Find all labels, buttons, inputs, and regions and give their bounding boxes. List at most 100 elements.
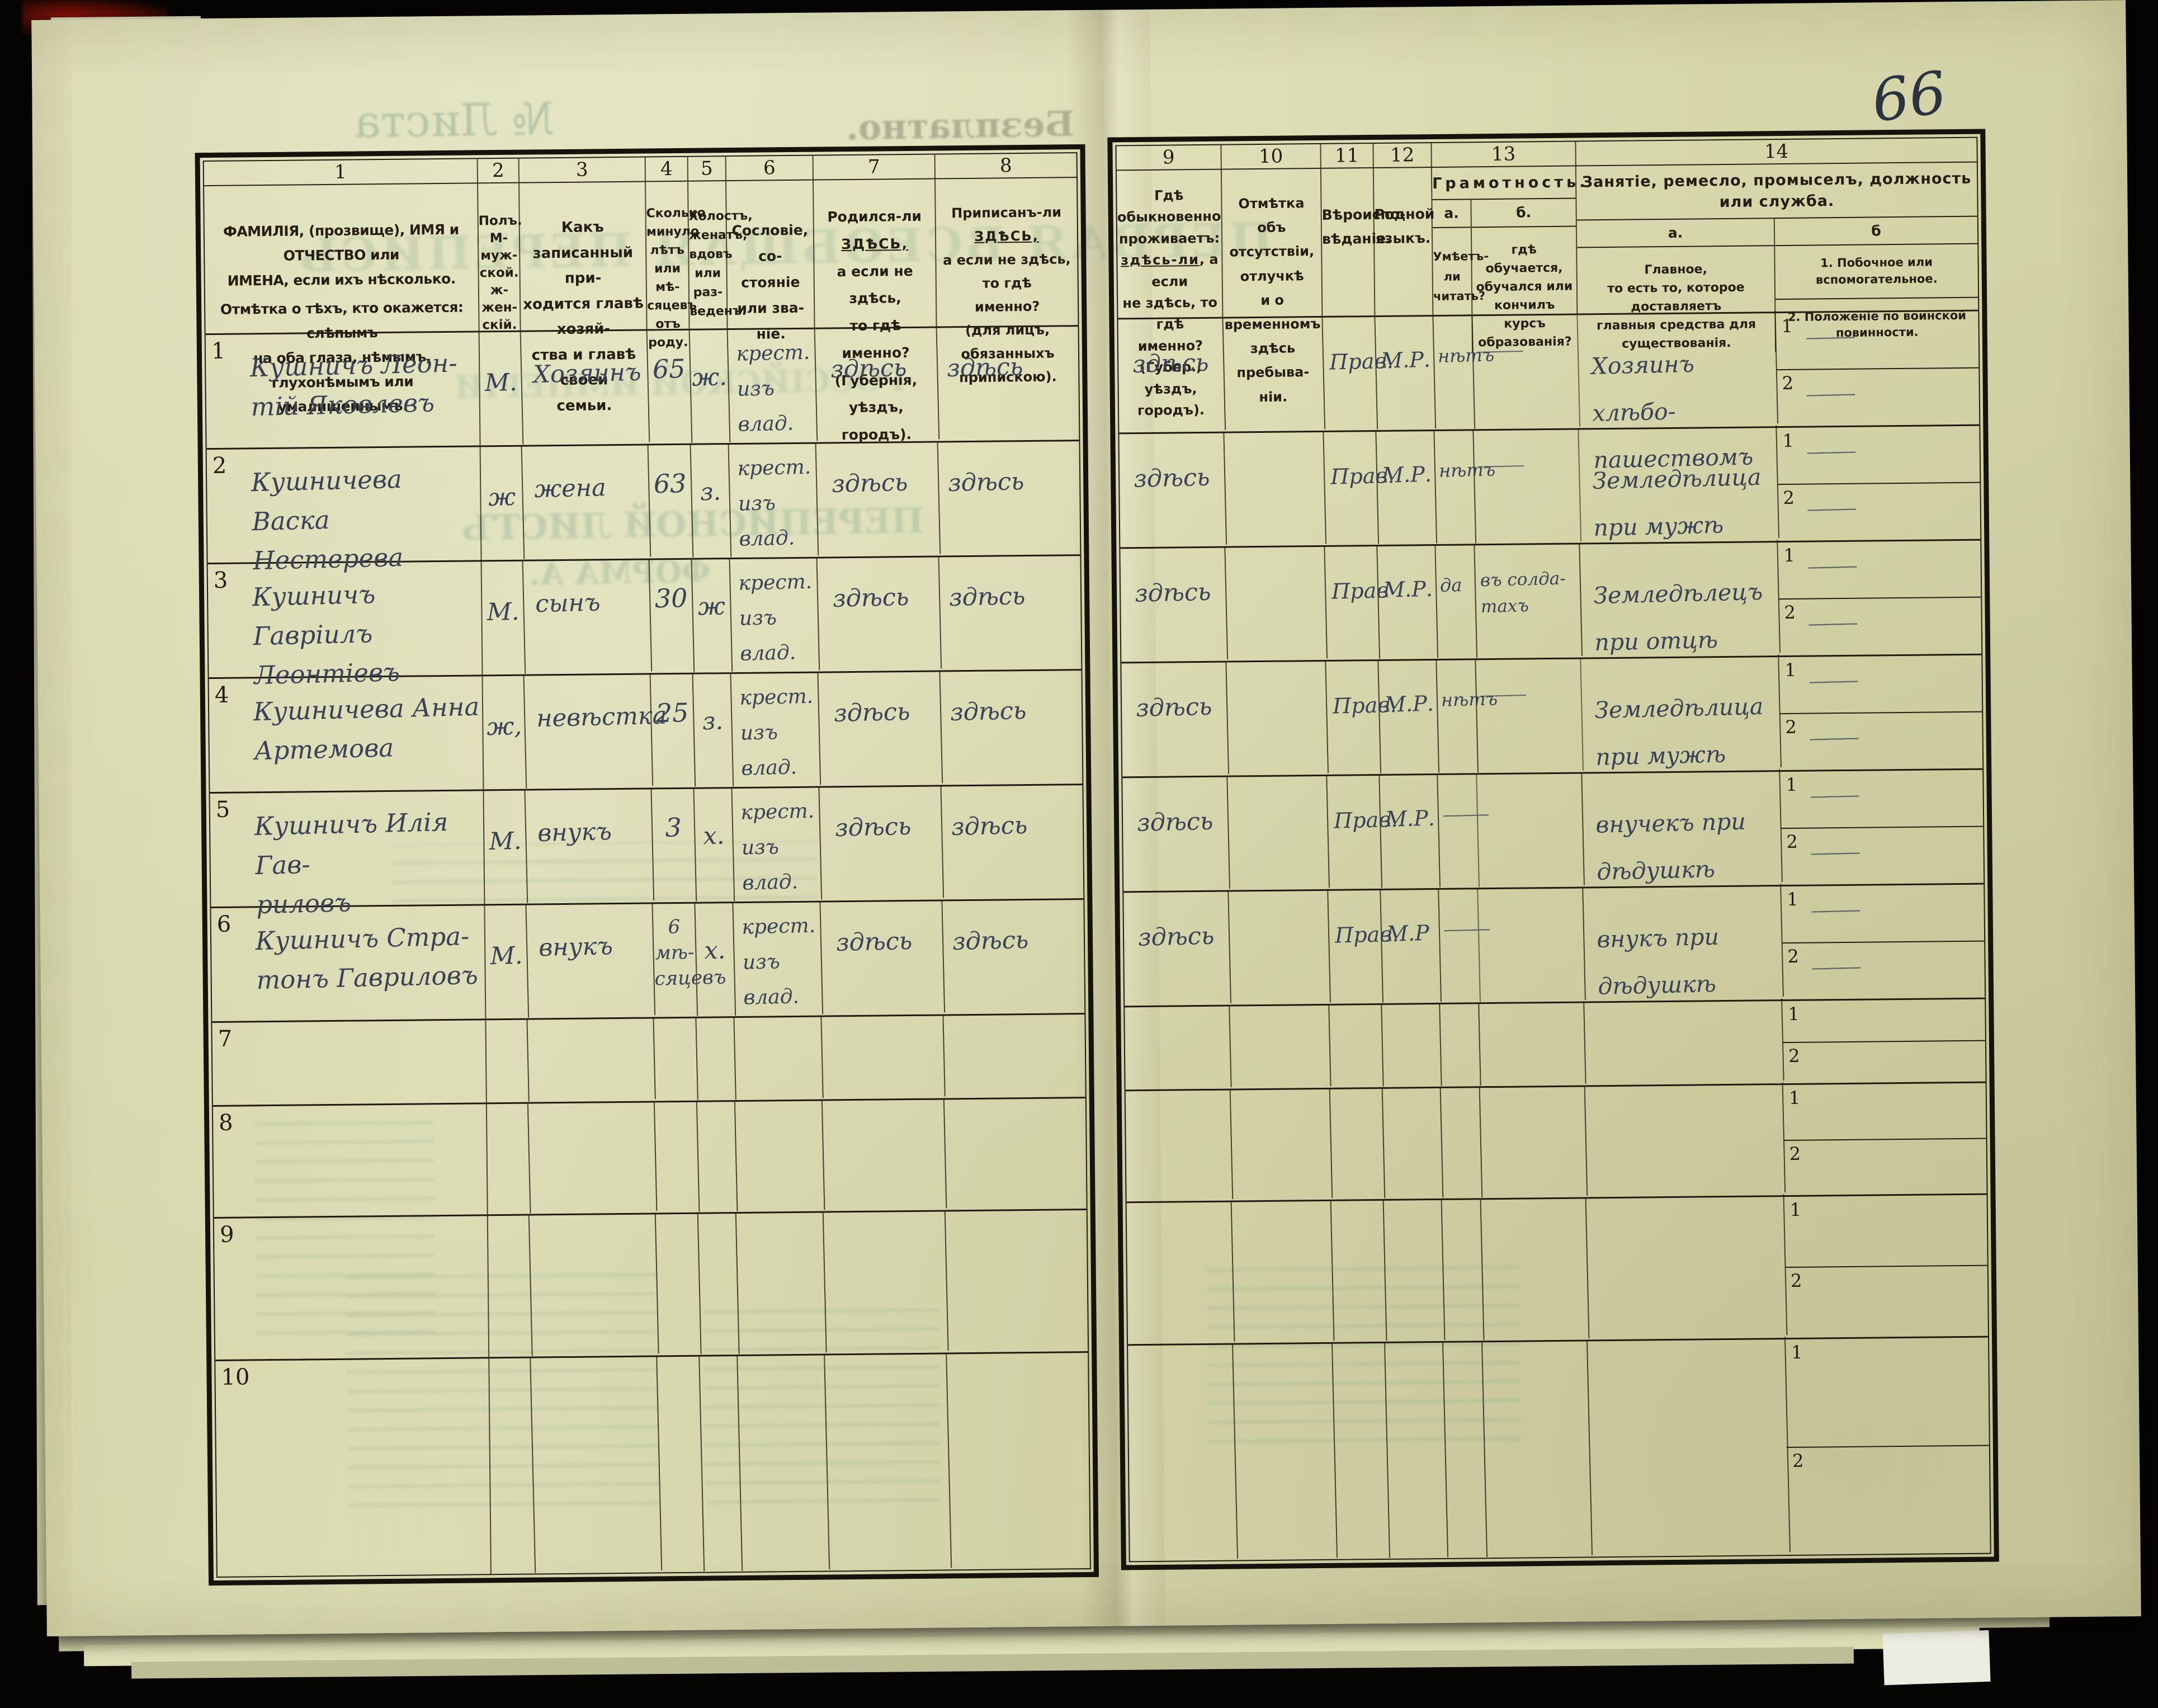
header-occupation: Занятіе, ремесло, промыселъ, должность и… — [1576, 162, 1978, 354]
relation-cell: жена — [522, 443, 651, 560]
side-occupation-sub: 1 — [1782, 999, 1985, 1043]
born-here-cell — [822, 1098, 947, 1211]
age-cell — [654, 1101, 700, 1213]
sex-cell: М. — [481, 560, 526, 675]
relation-cell: сынъ — [523, 558, 653, 674]
header-absence: Отмѣтка объ отсутствіи, отлучкѣ и о врем… — [1221, 168, 1323, 404]
table-row: здѣсь Прав. М.Р. ——— внучекъ при дѣдушкѣ 1 ———… — [1122, 769, 1984, 893]
language-cell: М.Р. — [1377, 545, 1439, 659]
printed-sub-number: 2 — [1790, 1270, 1802, 1291]
occupation-cell: Земледѣлица при мужѣ — [1579, 425, 1780, 543]
registered-here-cell: здѣсь — [950, 696, 1027, 727]
marital-cell: ж. — [690, 329, 731, 443]
resides-cell — [1125, 1088, 1234, 1202]
absence-cell — [1231, 1200, 1335, 1343]
side-occupation-sub: 1 ——— — [1778, 540, 1981, 600]
education-cell — [1481, 1197, 1590, 1341]
printed-sub-number: 2 — [1782, 372, 1794, 394]
census-sheet: № Листа Безплатно. ПЕРВАЯ ВСЕОБЩАЯ ПЕРЕП… — [31, 0, 2141, 1636]
religion-cell — [1333, 1342, 1391, 1559]
table-row: 1 Кушничъ Леон- тій Яковлевъ М. Хозяинъ 65 ж.… — [205, 326, 1079, 450]
printed-sub-number: 2 — [1789, 1143, 1801, 1164]
language-cell — [1382, 1003, 1442, 1087]
printed-sub-number: 2 — [1788, 1045, 1800, 1067]
header-row-left: ФАМИЛІЯ, (прозвище), ИМЯ и ОТЧЕСТВО или … — [204, 178, 1078, 443]
absence-cell — [1224, 431, 1327, 546]
side-occupation-sub: 2 ——— — [1777, 483, 1980, 541]
occupation-cell — [1588, 1337, 1791, 1557]
marital-cell — [697, 1101, 738, 1212]
education-cell: ——— — [1472, 313, 1581, 430]
language-cell: М.Р. — [1375, 315, 1437, 430]
resides-cell — [1126, 1200, 1235, 1344]
table-row: здѣсь Прав. М.Р. нѣтъ ——— Земледѣлица при муж… — [1119, 425, 1981, 549]
age-cell — [655, 1213, 702, 1356]
religion-cell — [1330, 1088, 1386, 1200]
education-cell — [1478, 886, 1586, 1003]
relation-cell — [527, 1017, 656, 1102]
header-occupation-title: Занятіе, ремесло, промыселъ, должность и… — [1576, 162, 1977, 221]
ghost-free-of-charge: Безплатно. — [846, 103, 1075, 148]
name-cell: 8 — [213, 1104, 488, 1218]
marital-cell: х. — [694, 788, 735, 902]
side-occupation-cell: 1 ——— 2 ——— — [1779, 655, 1982, 770]
side-occupation-sub: 1 — [1786, 1337, 1989, 1448]
education-cell — [1480, 1085, 1588, 1199]
header-language: Родной языкъ. — [1373, 168, 1434, 315]
handwritten-dash: ——— — [1807, 554, 1855, 578]
printed-sub-number: 2 — [1783, 487, 1795, 509]
ghost-sheet-number: № Листа — [353, 92, 555, 148]
census-table-right-half: 9 10 11 12 13 14 Гдѣ обыкновенно прожива… — [1107, 129, 1999, 1570]
col-number-14: 14 — [1764, 140, 1789, 163]
registered-here-cell: здѣсь — [948, 582, 1026, 612]
table-row: здѣсь Прав. М.Р ——— внукъ при дѣдушкѣ 1 ——— 2 ——… — [1123, 884, 1985, 1008]
age-cell: 30 — [649, 559, 695, 673]
born-here-cell: здѣсь — [819, 785, 945, 901]
born-here-cell — [823, 1210, 949, 1354]
can-read-cell: нѣтъ — [1434, 430, 1495, 544]
table-row: 3 Кушничъ Гавріилъ Леонтіевъ М. сынъ 30 ж крес… — [207, 555, 1082, 690]
name-cell: 9 — [214, 1216, 490, 1360]
religion-cell: Прав. — [1324, 431, 1395, 545]
can-read-cell: да — [1435, 545, 1478, 659]
name-value: Кушничъ Леон- тій Яковлевъ — [249, 348, 458, 422]
header-estate: Сословіе, со- стояніе или зва- ніе. — [726, 180, 815, 342]
marital-cell — [696, 1017, 736, 1101]
sex-cell — [486, 1019, 530, 1103]
estate-cell: крест. изъ влад. — [731, 672, 821, 787]
language-cell — [1383, 1199, 1446, 1342]
table-row: 8 — [213, 1098, 1087, 1219]
language-cell: М.Р. — [1380, 774, 1441, 889]
side-occupation-sub: 1 ——— — [1779, 655, 1982, 715]
language-cell: М.Р. — [1376, 430, 1438, 545]
absence-cell — [1225, 545, 1328, 661]
handwritten-dash: ——— — [1810, 898, 1858, 922]
handwritten-page-number: 66 — [1868, 58, 1951, 135]
table-row: 6 Кушничъ Стра- тонъ Гавриловъ М. внукъ 6 мѣ… — [211, 899, 1085, 1023]
estate-cell — [736, 1211, 827, 1355]
education-cell — [1482, 1339, 1593, 1558]
absence-cell — [1229, 889, 1331, 1005]
header-can-read: Умѣетъ- ли читать? — [1433, 249, 1489, 304]
handwritten-dash: ——— — [1809, 784, 1857, 808]
estate-cell: крест. изъ влад. — [732, 786, 823, 902]
printed-sub-number: 2 — [1786, 831, 1798, 852]
born-here-cell: здѣсь — [815, 326, 940, 442]
absence-cell — [1223, 316, 1326, 432]
col-number-9: 9 — [1116, 145, 1222, 170]
side-occupation-cell: 1 ——— 2 ——— — [1778, 540, 1981, 655]
handwritten-dash: ——— — [1808, 726, 1857, 750]
marital-cell: х. — [695, 903, 736, 1017]
age-cell: 65 — [647, 329, 693, 444]
resides-cell: здѣсь — [1120, 546, 1229, 662]
side-occupation-cell: 1 ——— 2 ——— — [1777, 426, 1980, 541]
born-here-cell: здѣсь — [818, 670, 943, 786]
relation-cell: невѣстка — [524, 673, 667, 789]
printed-sub-number: 2 — [1785, 716, 1797, 738]
header-religion: Вѣроиспо- вѣданіе. — [1321, 168, 1405, 316]
name-cell: 7 — [212, 1020, 487, 1106]
religion-cell: Прав — [1325, 545, 1389, 660]
can-read-cell: ——— — [1439, 889, 1488, 1003]
side-occupation-sub: 1 ——— — [1780, 770, 1984, 829]
